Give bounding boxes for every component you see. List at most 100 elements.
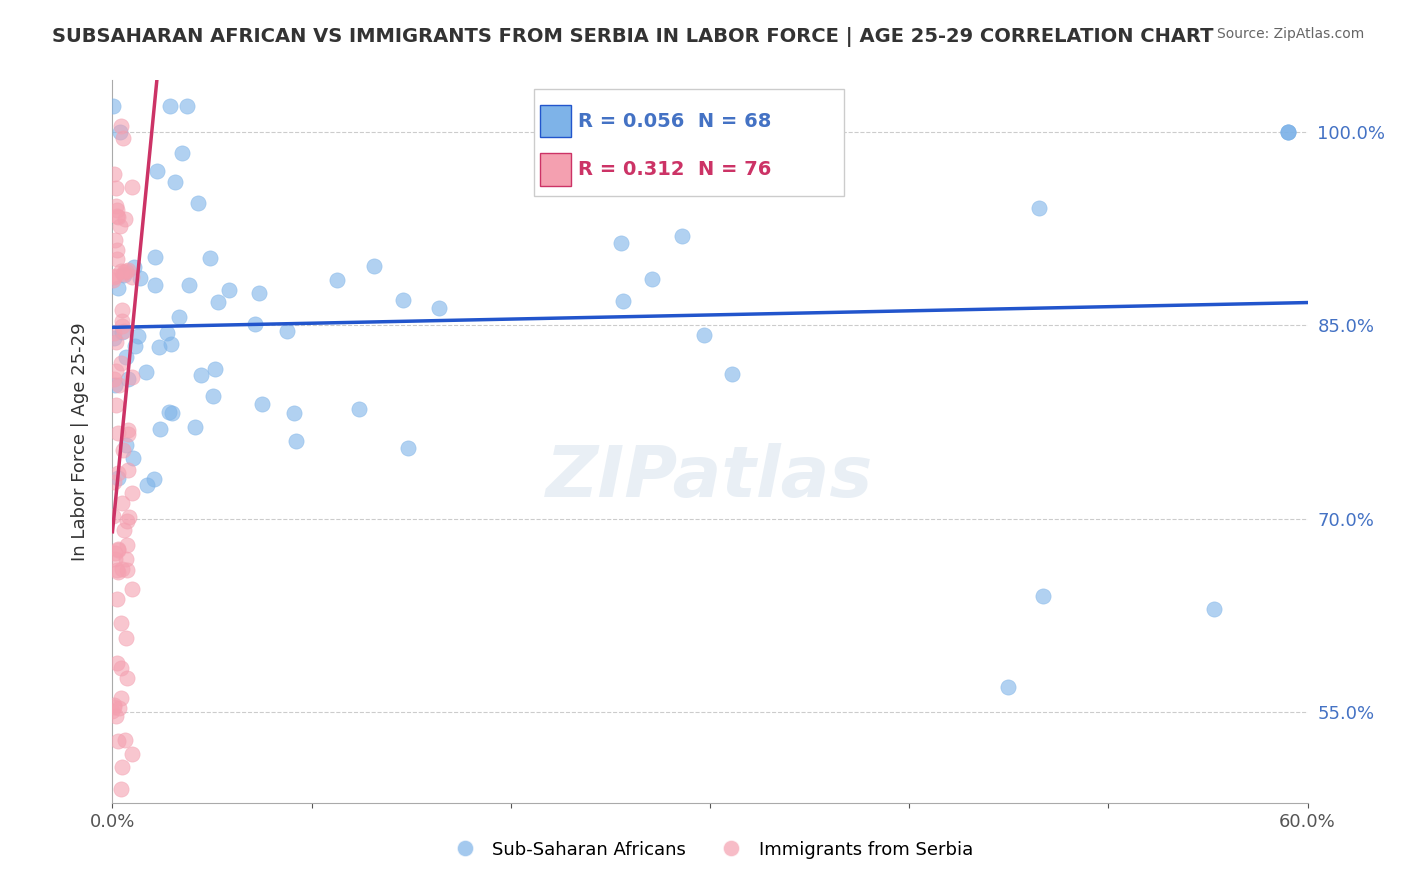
Point <box>121 747 143 761</box>
Point <box>104 364 127 378</box>
Point <box>105 708 128 723</box>
Point <box>148 341 170 355</box>
Point <box>103 475 125 490</box>
Point <box>245 317 267 331</box>
Point <box>105 656 128 670</box>
Y-axis label: In Labor Force | Age 25-29: In Labor Force | Age 25-29 <box>70 322 89 561</box>
Point <box>392 293 415 308</box>
Point <box>115 514 138 528</box>
Point <box>117 538 139 552</box>
Point <box>107 466 129 480</box>
Point <box>121 486 143 500</box>
Point <box>114 263 136 277</box>
Point <box>103 331 125 345</box>
Point <box>112 443 135 458</box>
Point <box>103 168 125 182</box>
Point <box>107 425 129 440</box>
Point <box>104 268 127 283</box>
Point <box>190 368 212 382</box>
Point <box>283 406 305 420</box>
Point <box>117 671 139 685</box>
Point <box>121 270 143 285</box>
Point <box>111 495 134 509</box>
Point <box>576 149 599 163</box>
Point <box>107 543 129 558</box>
Point <box>204 362 226 376</box>
Point <box>326 273 349 287</box>
Point <box>284 434 307 449</box>
Point <box>107 471 129 485</box>
Point <box>1028 201 1050 215</box>
Point <box>101 704 124 718</box>
Point <box>114 438 136 452</box>
Point <box>124 339 146 353</box>
Point <box>111 319 134 334</box>
Point <box>129 271 152 285</box>
Point <box>641 271 664 285</box>
Point <box>363 260 385 274</box>
Point <box>117 563 139 577</box>
Point <box>110 661 132 675</box>
Point <box>105 563 128 577</box>
Point <box>671 229 693 244</box>
Point <box>110 119 132 133</box>
Point <box>117 463 139 477</box>
Text: ZIPatlas: ZIPatlas <box>547 443 873 512</box>
Point <box>160 337 183 351</box>
Point <box>103 698 125 712</box>
Point <box>105 591 128 606</box>
Point <box>117 372 139 386</box>
Point <box>111 325 134 339</box>
Point <box>121 180 143 194</box>
Point <box>165 175 187 189</box>
Point <box>101 273 124 287</box>
Point <box>135 365 157 379</box>
Point <box>103 372 125 386</box>
Point <box>121 370 143 384</box>
Point <box>117 423 139 437</box>
Point <box>114 733 136 747</box>
Bar <box>540 105 571 137</box>
Point <box>1032 590 1054 604</box>
Point <box>145 278 167 293</box>
Point <box>177 277 200 292</box>
Point <box>247 286 270 301</box>
Point <box>169 310 191 324</box>
Point <box>114 523 136 537</box>
Point <box>108 700 131 714</box>
Legend: Sub-Saharan Africans, Immigrants from Serbia: Sub-Saharan Africans, Immigrants from Se… <box>440 834 980 866</box>
Point <box>250 397 273 411</box>
Point <box>103 326 125 340</box>
Point <box>103 509 125 524</box>
Point <box>176 99 198 113</box>
Point <box>156 326 179 341</box>
Point <box>122 450 145 465</box>
Point <box>105 210 128 224</box>
Point <box>104 233 127 247</box>
Point <box>105 252 128 266</box>
Point <box>396 442 419 456</box>
Point <box>110 264 132 278</box>
Point <box>110 356 132 370</box>
Point <box>693 327 716 342</box>
Point <box>162 406 184 420</box>
Point <box>107 210 129 224</box>
Point <box>108 125 131 139</box>
Point <box>122 260 145 274</box>
Point <box>612 294 634 309</box>
Point <box>200 251 222 265</box>
Point <box>427 301 450 316</box>
Point <box>107 565 129 579</box>
Point <box>184 419 207 434</box>
Point <box>114 211 136 226</box>
Point <box>112 265 135 279</box>
Point <box>114 350 136 364</box>
Point <box>107 281 129 295</box>
Point <box>110 219 132 233</box>
Point <box>103 270 125 285</box>
Point <box>104 199 127 213</box>
Point <box>117 426 139 441</box>
Point <box>207 295 229 310</box>
Text: SUBSAHARAN AFRICAN VS IMMIGRANTS FROM SERBIA IN LABOR FORCE | AGE 25-29 CORRELAT: SUBSAHARAN AFRICAN VS IMMIGRANTS FROM SE… <box>52 27 1213 46</box>
Bar <box>540 153 571 186</box>
